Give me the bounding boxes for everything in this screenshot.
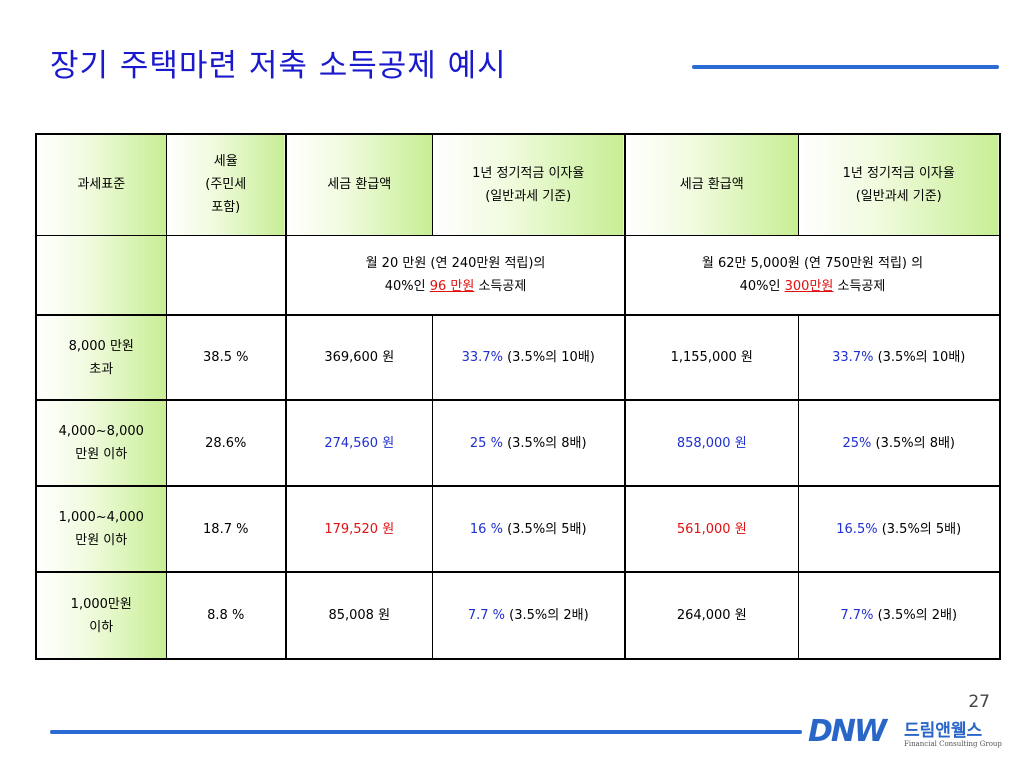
row-interest-b-rate: 33.7% [832, 350, 874, 365]
row-tax-rate: 38.5 % [165, 314, 287, 401]
header-interest-a-line1: 1년 정기적금 이자율 [472, 165, 585, 181]
row-refund-a: 274,560 원 [285, 399, 433, 487]
row-interest-b-multiple: (3.5%의 8배) [871, 435, 956, 451]
row-tax-base-line1: 8,000 만원 [68, 338, 134, 354]
row-interest-a-rate: 7.7 % [467, 608, 506, 623]
scenario-a-line2: 40%인 96 만원 소득공제 [291, 275, 620, 298]
row-interest-b-rate: 7.7% [840, 608, 874, 623]
row-tax-base-line2: 초과 [89, 361, 114, 377]
row-interest-b: 7.7% (3.5%의 2배) [797, 571, 1001, 660]
scenario-a-line1: 월 20 만원 (연 240만원 적립)의 [365, 255, 546, 271]
header-tax-rate-line2: (주민세 [205, 177, 247, 193]
footer-rule [50, 730, 802, 734]
title-underline-rule [692, 65, 999, 69]
header-interest-b: 1년 정기적금 이자율 (일반과세 기준) [797, 133, 1001, 236]
row-interest-b-multiple: (3.5%의 2배) [873, 608, 958, 623]
row-tax-base-line2: 만원 이하 [75, 533, 128, 548]
row-interest-a-multiple: (3.5%의 10배) [502, 350, 595, 365]
row-interest-a-rate: 33.7% [461, 350, 503, 365]
logo-tagline: Financial Consulting Group [904, 740, 1002, 748]
row-tax-base: 4,000~8,000 만원 이하 [35, 399, 167, 487]
row-refund-a: 179,520 원 [285, 485, 433, 573]
row-interest-b-multiple: (3.5%의 5배) [877, 521, 962, 537]
header-tax-base-label: 과세표준 [77, 177, 126, 193]
table-row: 8,000 만원 초과 38.5 % 369,600 원 33.7% (3.5%… [35, 314, 1001, 401]
scenario-b-cell: 월 62만 5,000원 (연 750만원 적립) 의 40%인 300만원 소… [624, 234, 1001, 316]
header-refund-a: 세금 환급액 [285, 133, 433, 236]
page-title: 장기 주택마련 저축 소득공제 예시 [50, 48, 507, 84]
row-refund-b: 858,000 원 [624, 399, 799, 487]
row-interest-b-rate: 25% [842, 435, 872, 451]
row-tax-base: 1,000~4,000 만원 이하 [35, 485, 167, 573]
scenario-empty-rate [165, 234, 287, 316]
row-interest-b-rate: 16.5% [836, 521, 878, 537]
row-refund-a: 369,600 원 [285, 314, 433, 401]
row-tax-base: 1,000만원 이하 [35, 571, 167, 660]
header-tax-rate-line1: 세율 [213, 154, 238, 170]
row-interest-a: 7.7 % (3.5%의 2배) [431, 571, 626, 660]
table-row: 1,000만원 이하 8.8 % 85,008 원 7.7 % (3.5%의 2… [35, 571, 1001, 660]
row-interest-b: 33.7% (3.5%의 10배) [797, 314, 1001, 401]
row-tax-base-line2: 만원 이하 [75, 447, 128, 462]
row-interest-a-rate: 25 % [469, 435, 503, 451]
page-number: 27 [968, 692, 990, 712]
row-interest-a-rate: 16 % [469, 521, 503, 537]
row-tax-base-line1: 4,000~8,000 [58, 424, 144, 439]
scenario-a-suffix: 소득공제 [474, 278, 527, 294]
row-refund-b: 264,000 원 [624, 571, 799, 660]
row-interest-a-multiple: (3.5%의 2배) [505, 608, 589, 623]
scenario-a-prefix: 40%인 [384, 278, 430, 294]
scenario-row: 월 20 만원 (연 240만원 적립)의 40%인 96 만원 소득공제 월 … [35, 234, 1001, 316]
header-tax-base: 과세표준 [35, 133, 167, 236]
row-tax-base-line1: 1,000~4,000 [58, 510, 144, 525]
row-interest-a: 25 % (3.5%의 8배) [431, 399, 626, 487]
header-interest-b-line2: (일반과세 기준) [855, 188, 942, 204]
header-interest-b-line1: 1년 정기적금 이자율 [842, 165, 955, 181]
scenario-b-line2: 40%인 300만원 소득공제 [630, 275, 995, 298]
deduction-table: 과세표준 세율 (주민세 포함) 세금 환급액 1년 정기적금 이자율 (일반과… [35, 133, 1001, 660]
table-row: 4,000~8,000 만원 이하 28.6% 274,560 원 25 % (… [35, 399, 1001, 487]
scenario-b-deduction-amount: 300만원 [784, 278, 834, 294]
row-tax-base-line2: 이하 [89, 619, 114, 635]
row-interest-b: 25% (3.5%의 8배) [797, 399, 1001, 487]
row-interest-a: 16 % (3.5%의 5배) [431, 485, 626, 573]
row-refund-a: 85,008 원 [285, 571, 433, 660]
logo-korean-name: 드림앤웰스 [904, 721, 983, 741]
header-tax-rate: 세율 (주민세 포함) [165, 133, 287, 236]
table-row: 1,000~4,000 만원 이하 18.7 % 179,520 원 16 % … [35, 485, 1001, 573]
scenario-empty-base [35, 234, 167, 316]
row-tax-base-line1: 1,000만원 [70, 596, 132, 612]
company-logo: DNW 드림앤웰스 Financial Consulting Group [808, 714, 1002, 754]
row-interest-b: 16.5% (3.5%의 5배) [797, 485, 1001, 573]
row-interest-a-multiple: (3.5%의 8배) [502, 435, 587, 451]
row-tax-rate: 28.6% [165, 399, 287, 487]
header-tax-rate-line3: 포함) [211, 200, 241, 216]
header-interest-a: 1년 정기적금 이자율 (일반과세 기준) [431, 133, 626, 236]
scenario-b-suffix: 소득공제 [833, 278, 886, 294]
header-refund-a-label: 세금 환급액 [327, 177, 392, 193]
row-tax-base: 8,000 만원 초과 [35, 314, 167, 401]
table-header-row: 과세표준 세율 (주민세 포함) 세금 환급액 1년 정기적금 이자율 (일반과… [35, 133, 1001, 236]
row-interest-a-multiple: (3.5%의 5배) [502, 521, 587, 537]
row-tax-rate: 8.8 % [165, 571, 287, 660]
scenario-b-line1: 월 62만 5,000원 (연 750만원 적립) 의 [701, 255, 924, 271]
scenario-a-cell: 월 20 만원 (연 240만원 적립)의 40%인 96 만원 소득공제 [285, 234, 626, 316]
logo-mark: DNW [808, 714, 887, 749]
scenario-a-deduction-amount: 96 만원 [429, 278, 475, 294]
row-tax-rate: 18.7 % [165, 485, 287, 573]
header-interest-a-line2: (일반과세 기준) [485, 188, 572, 204]
header-refund-b: 세금 환급액 [624, 133, 799, 236]
scenario-b-prefix: 40%인 [739, 278, 785, 294]
row-interest-a: 33.7% (3.5%의 10배) [431, 314, 626, 401]
row-interest-b-multiple: (3.5%의 10배) [873, 350, 966, 365]
row-refund-b: 1,155,000 원 [624, 314, 799, 401]
row-refund-b: 561,000 원 [624, 485, 799, 573]
header-refund-b-label: 세금 환급액 [679, 177, 744, 193]
